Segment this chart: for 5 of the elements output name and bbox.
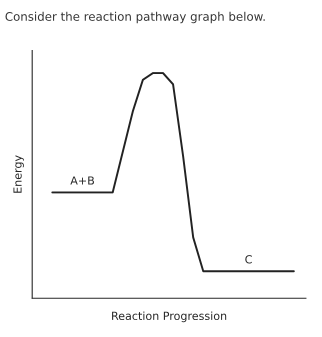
x-axis-title: Reaction Progression — [112, 311, 226, 322]
annotation: C — [245, 255, 252, 264]
chart-title: Consider the reaction pathway graph below. — [5, 12, 265, 24]
y-axis-title: Energy — [13, 155, 24, 193]
annotation: A+B — [70, 176, 94, 185]
